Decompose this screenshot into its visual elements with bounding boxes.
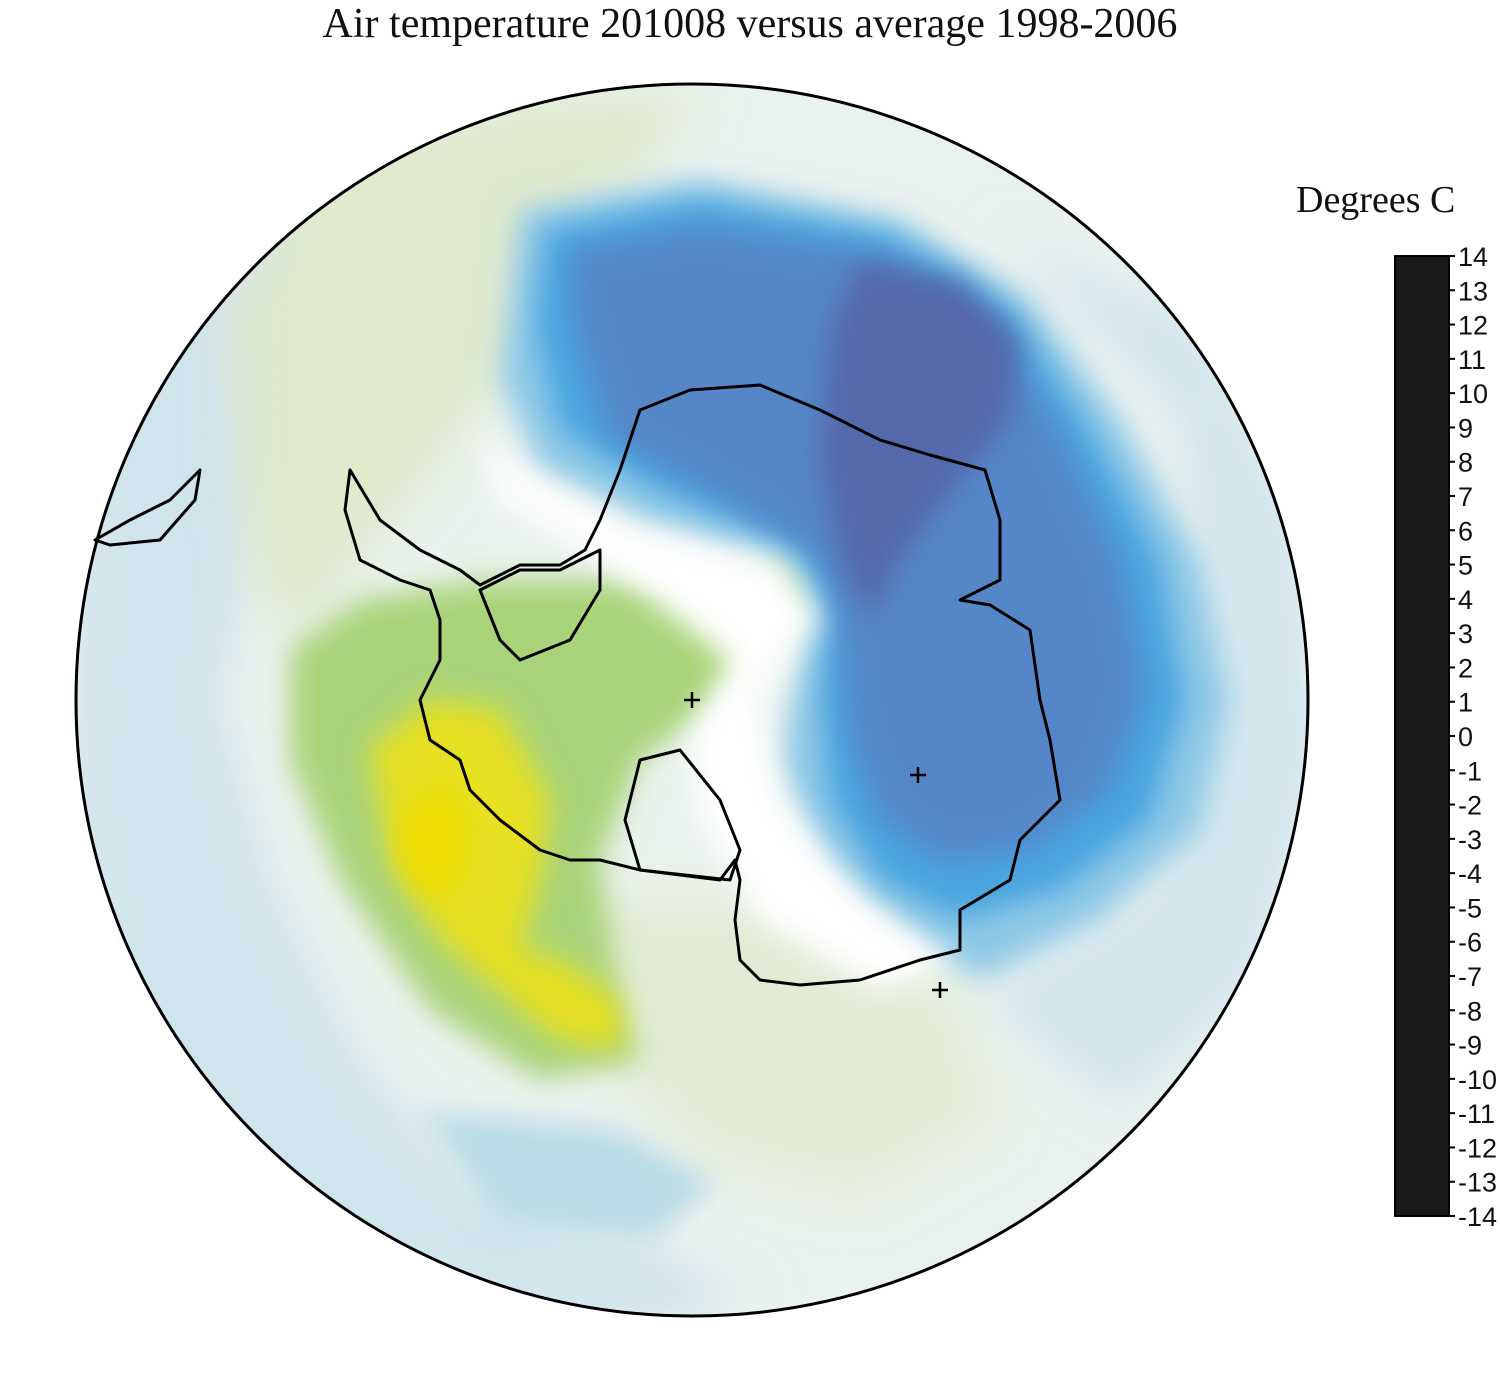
colorbar-tick-label: -6 <box>1458 928 1482 958</box>
colorbar-tick-label: -1 <box>1458 756 1482 786</box>
colorbar-tick-label: 3 <box>1458 619 1473 649</box>
cool-patch-south <box>420 1110 720 1240</box>
colorbar-tick-label: 1 <box>1458 688 1473 718</box>
colorbar-tick-label: -13 <box>1458 1168 1497 1198</box>
antarctica-coastline <box>343 383 1062 987</box>
anomaly-field <box>76 84 1308 1316</box>
colorbar-tick-label: -5 <box>1458 893 1482 923</box>
colorbar-tick-label: 14 <box>1458 242 1488 272</box>
warm-region-north <box>230 90 700 640</box>
cold-anomaly-extreme <box>820 260 1020 620</box>
colorbar-tick-label: 10 <box>1458 379 1488 409</box>
colorbar-tick-label: -11 <box>1458 1099 1495 1129</box>
colorbar-tick-label: -4 <box>1458 859 1482 889</box>
colorbar-tick-label: 5 <box>1458 551 1473 581</box>
colorbar-tick-label: 9 <box>1458 413 1473 443</box>
colorbar-tick-label: -8 <box>1458 996 1482 1026</box>
colorbar-tick-label: 6 <box>1458 516 1473 546</box>
neutral-band <box>480 430 950 990</box>
marker-southeast <box>932 982 948 998</box>
south-america-tip <box>93 468 202 547</box>
colorbar-tick-label: 8 <box>1458 448 1473 478</box>
colorbar-tick-label: 7 <box>1458 482 1473 512</box>
colorbar-tick-label: -3 <box>1458 825 1482 855</box>
colorbar-ticks: 14131211109876543210-1-2-3-4-5-6-7-8-9-1… <box>1449 242 1497 1232</box>
colorbar-tick-label: 11 <box>1458 345 1486 375</box>
legend-title: Degrees C <box>1296 179 1456 221</box>
map-boundary <box>74 82 1310 1318</box>
south-pole-marker <box>684 692 700 708</box>
warm-anomaly-peak <box>400 780 470 900</box>
cool-region-east <box>980 230 1308 1110</box>
colorbar-tick-label: -2 <box>1458 791 1482 821</box>
colorbar-tick-label: -12 <box>1458 1133 1497 1163</box>
colorbar-tick-label: 12 <box>1458 311 1488 341</box>
colorbar-tick-label: 0 <box>1458 722 1473 752</box>
colorbar-tick-label: -7 <box>1458 962 1482 992</box>
colorbar-tick-label: 2 <box>1458 653 1473 683</box>
colorbar <box>1394 255 1450 1217</box>
coastlines <box>93 383 1062 987</box>
colorbar-tick-label: -9 <box>1458 1031 1482 1061</box>
colorbar-tick-label: -14 <box>1458 1202 1497 1232</box>
colorbar-tick-label: 13 <box>1458 276 1488 306</box>
ice-shelf-ross <box>623 748 742 882</box>
colorbar-tick-label: 4 <box>1458 585 1473 615</box>
marker-east <box>910 767 926 783</box>
markers <box>684 692 948 998</box>
map-title: Air temperature 201008 versus average 19… <box>322 1 1178 47</box>
ice-shelf-weddell <box>478 548 602 662</box>
colorbar-tick-label: -10 <box>1458 1065 1497 1095</box>
